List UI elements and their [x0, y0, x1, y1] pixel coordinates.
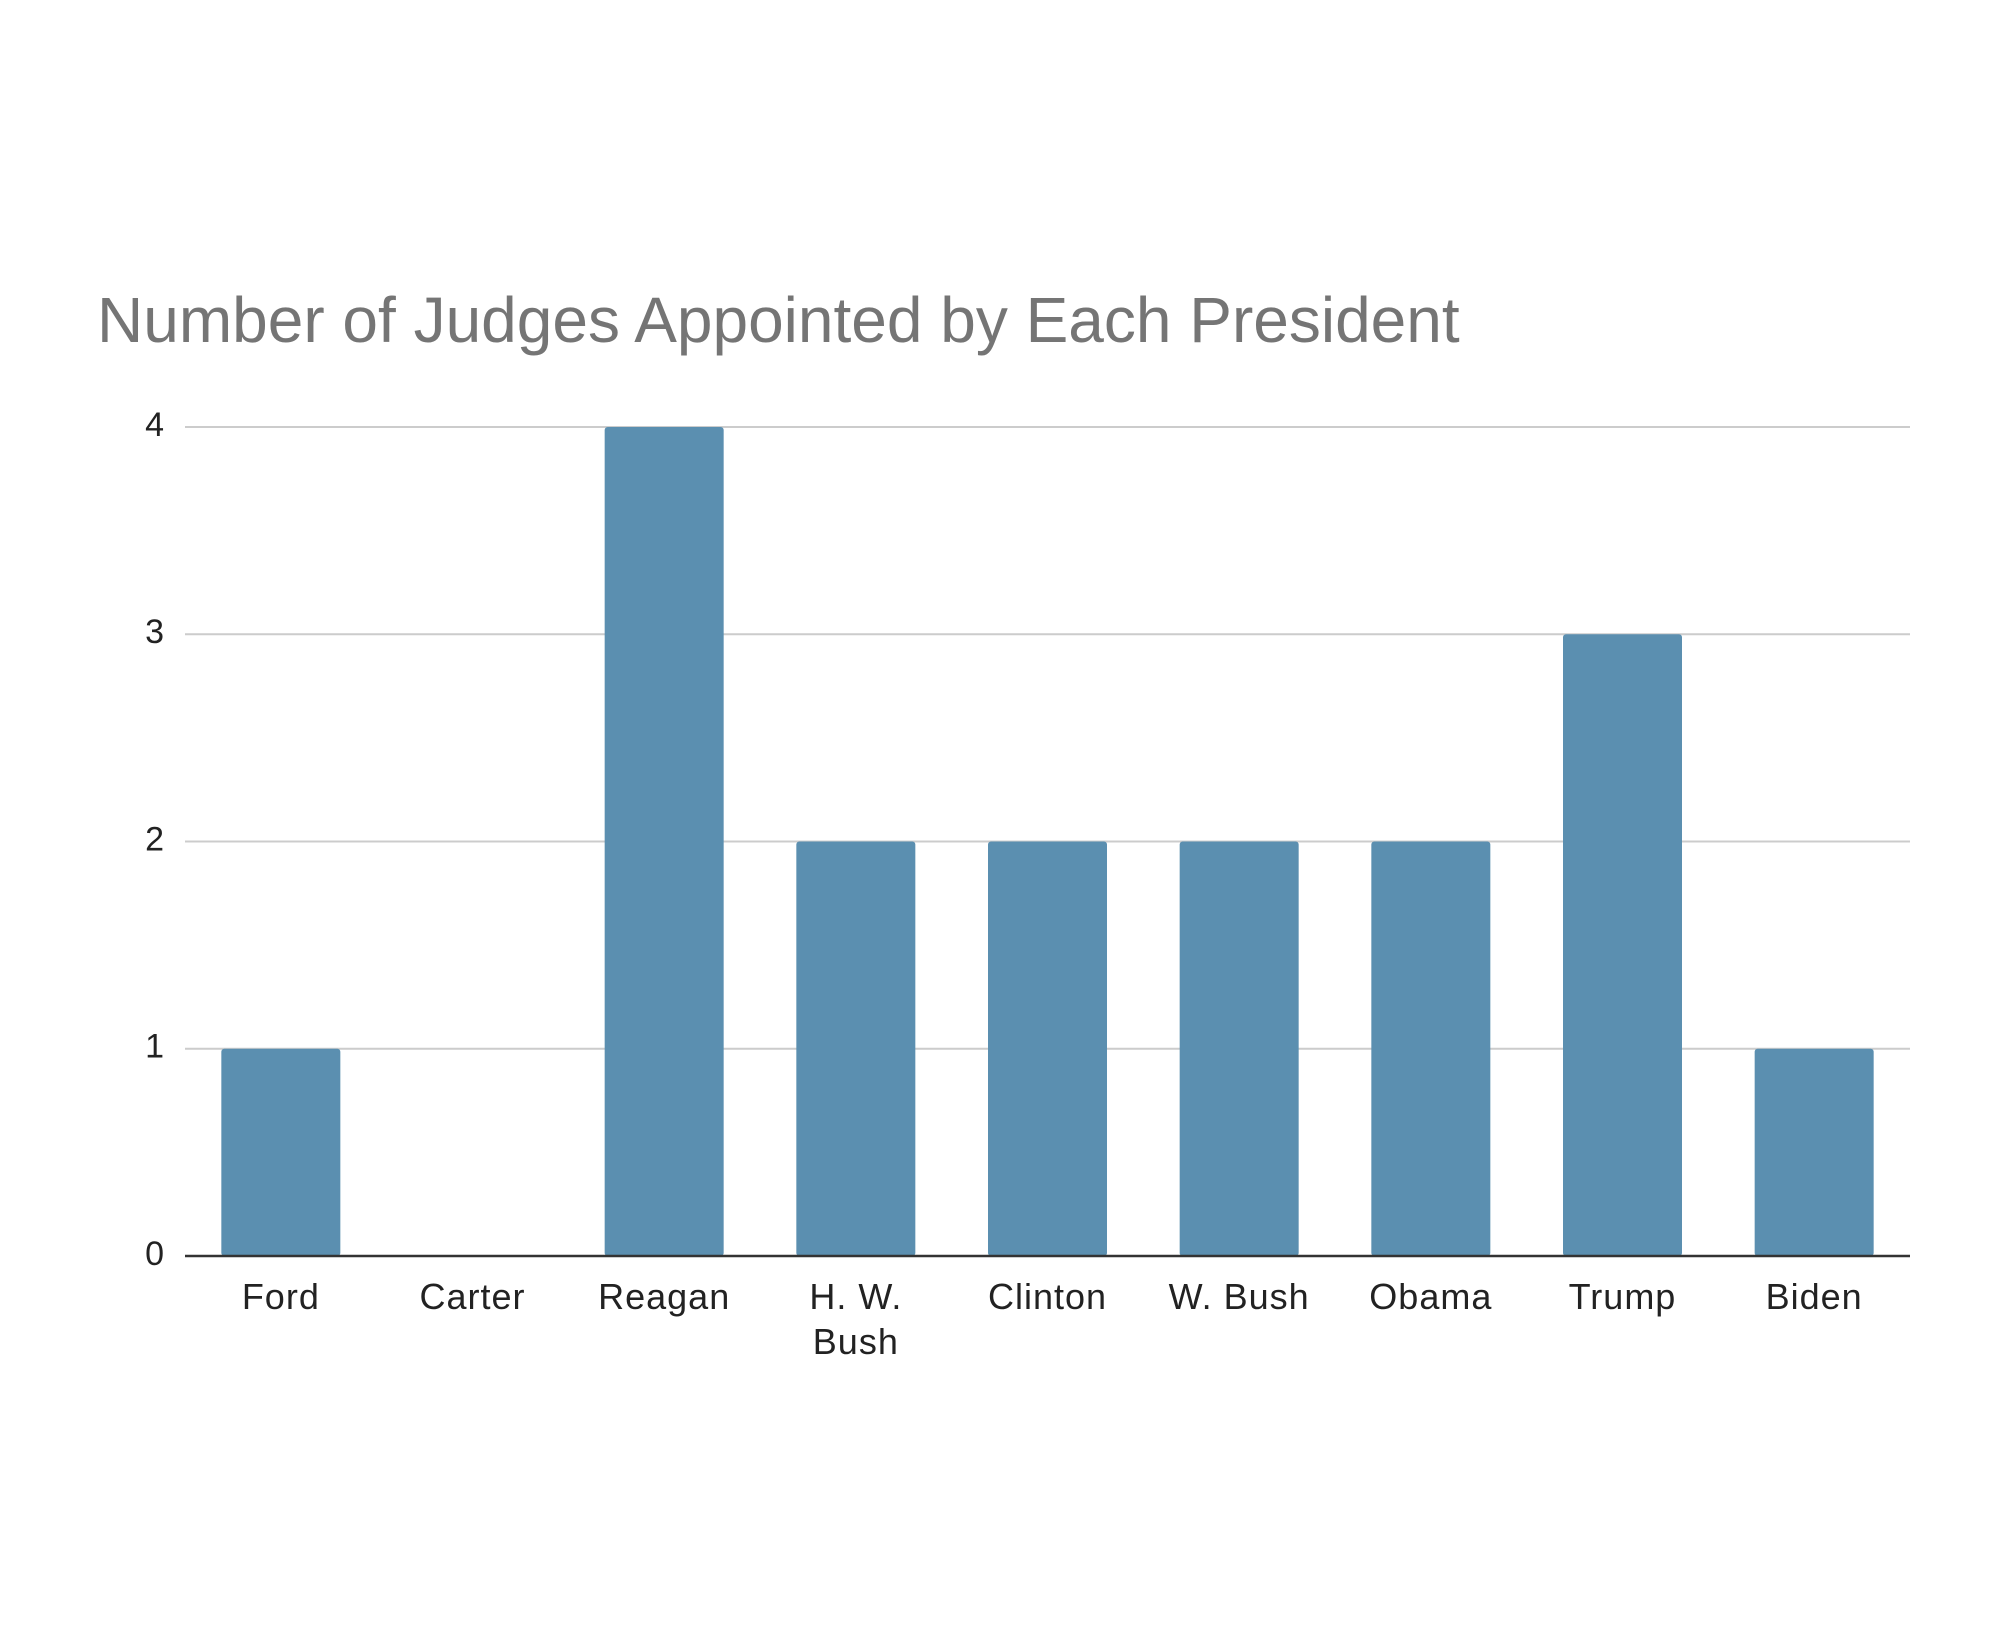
y-axis-tick-labels: 0 1 2 3 4: [145, 406, 164, 1273]
chart-title: Number of Judges Appointed by Each Presi…: [97, 284, 1460, 356]
y-tick-label-3: 3: [145, 613, 164, 651]
bar-reagan: [604, 427, 724, 1256]
x-tick-label-ford: Ford: [242, 1276, 320, 1317]
bar-w-bush: [1179, 841, 1299, 1256]
y-tick-label-4: 4: [145, 406, 164, 444]
x-axis-tick-labels: Ford Carter Reagan H. W. Bush Clinton W. Bush O…: [242, 1276, 1863, 1362]
y-tick-label-0: 0: [145, 1235, 164, 1273]
bar-clinton: [988, 841, 1107, 1256]
x-tick-label-clinton: Clinton: [988, 1276, 1107, 1317]
y-tick-label-1: 1: [145, 1028, 164, 1066]
x-tick-label-trump: Trump: [1569, 1276, 1677, 1317]
bar-trump: [1563, 634, 1682, 1256]
x-tick-label-h-w-bush: H. W. Bush: [809, 1276, 902, 1362]
x-tick-label-w-bush: W. Bush: [1169, 1276, 1310, 1317]
bar-ford: [221, 1048, 341, 1256]
bar-h-w-bush: [796, 841, 916, 1256]
bars: [221, 427, 1874, 1256]
y-tick-label-2: 2: [145, 820, 164, 858]
x-tick-label-reagan: Reagan: [598, 1276, 730, 1317]
x-tick-label-biden: Biden: [1766, 1276, 1863, 1317]
x-tick-label-carter: Carter: [419, 1276, 525, 1317]
bar-obama: [1371, 841, 1491, 1256]
x-tick-label-obama: Obama: [1369, 1276, 1492, 1317]
bar-biden: [1754, 1048, 1874, 1256]
